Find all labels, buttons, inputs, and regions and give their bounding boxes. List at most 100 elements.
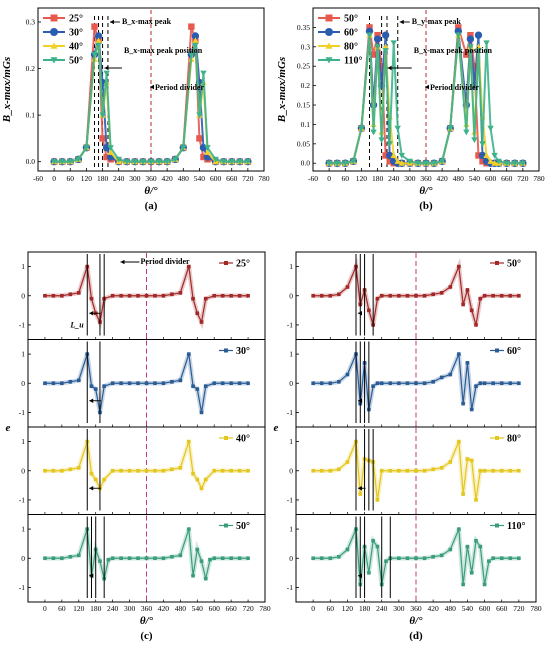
data-point: [474, 498, 478, 502]
x-tick-label: 0: [311, 604, 315, 613]
x-tick-label: 600: [485, 174, 497, 183]
data-point: [99, 135, 106, 142]
annotation-divider-arrow-head: [120, 259, 125, 265]
data-point: [455, 32, 462, 39]
data-point: [127, 381, 132, 386]
data-point: [170, 292, 174, 297]
legend-label: 80°: [507, 434, 521, 445]
data-point: [95, 42, 102, 49]
x-tick-label: 240: [107, 604, 119, 613]
data-point: [439, 375, 444, 380]
panel-b: -60 0 60 120 180 240 300 360 420 480 540 600 660 720 7…: [276, 7, 545, 212]
x-axis-label: θ/°: [409, 615, 423, 627]
data-point: [153, 293, 157, 298]
x-tick-label: 0: [327, 174, 331, 183]
data-point: [499, 381, 504, 386]
data-point: [482, 582, 487, 587]
data-point: [99, 112, 106, 119]
data-point: [204, 149, 211, 155]
data-point: [187, 264, 191, 269]
data-point: [199, 410, 204, 415]
data-point: [370, 51, 377, 58]
data-point: [237, 293, 242, 298]
data-point: [220, 159, 227, 165]
data-point: [483, 40, 490, 47]
data-point: [457, 264, 461, 269]
data-point: [51, 293, 56, 298]
x-tick-label: 660: [496, 604, 508, 613]
data-point: [89, 471, 94, 476]
data-point: [469, 458, 474, 463]
data-point: [511, 160, 518, 167]
data-point: [448, 285, 453, 289]
x-tick-label: 720: [242, 604, 254, 613]
x-tick-label: 180: [97, 174, 109, 183]
data-point: [479, 158, 486, 165]
data-point: [188, 52, 195, 58]
x-tick-label: 120: [81, 174, 93, 183]
data-point: [487, 158, 494, 164]
x-tick-label: 540: [469, 174, 481, 183]
data-point: [491, 160, 498, 166]
data-point: [370, 129, 377, 136]
data-point: [76, 466, 81, 470]
data-point: [406, 158, 414, 165]
data-point: [431, 467, 435, 472]
data-point: [203, 296, 208, 301]
x-tick-label: 540: [194, 174, 206, 183]
data-point: [461, 492, 465, 496]
data-point: [93, 477, 98, 482]
data-point: [212, 381, 217, 386]
data-point: [482, 381, 487, 386]
data-point: [319, 381, 324, 386]
data-point: [491, 468, 495, 473]
annotation-peak: B_y-max peak: [412, 17, 462, 26]
data-point: [244, 159, 252, 165]
x-tick-label: 180: [372, 174, 384, 183]
data-point: [43, 556, 47, 561]
panel-label: (b): [419, 200, 433, 212]
data-point: [487, 125, 494, 132]
x-tick-label: 360: [420, 174, 432, 183]
data-point: [75, 156, 82, 163]
y-tick-label: -1: [287, 495, 293, 504]
data-point: [371, 538, 375, 543]
data-point: [195, 547, 200, 552]
data-point: [483, 152, 490, 159]
data-point: [43, 468, 47, 473]
data-point: [220, 468, 225, 473]
legend-label: 50°: [344, 14, 358, 25]
y-tick-label: 0: [21, 466, 25, 475]
data-point: [191, 296, 195, 301]
data-point: [153, 468, 157, 473]
data-point: [119, 381, 123, 386]
data-point: [319, 468, 324, 473]
y-tick-label: 0.1: [26, 111, 36, 120]
data-point: [414, 468, 418, 473]
data-point: [371, 384, 375, 388]
data-point: [119, 556, 123, 561]
data-point: [98, 559, 102, 563]
data-point: [422, 468, 427, 473]
data-point: [379, 381, 384, 386]
series-glow: [44, 528, 249, 580]
x-tick-label: 780: [533, 174, 545, 183]
data-point: [163, 159, 171, 165]
data-point: [136, 293, 140, 298]
data-point: [328, 381, 333, 386]
data-point: [188, 23, 195, 30]
data-point: [170, 554, 174, 559]
legend-marker: [325, 28, 333, 36]
legend-label: 40°: [236, 434, 250, 445]
data-point: [43, 293, 47, 298]
y-axis-label: B_x-max/mGs: [1, 57, 13, 123]
data-point: [465, 361, 470, 365]
data-point: [246, 556, 250, 561]
data-point: [328, 293, 333, 298]
data-point: [106, 557, 111, 562]
data-point: [203, 477, 208, 482]
x-axis-label: θ/°: [144, 185, 158, 197]
x-tick-label: 660: [226, 604, 238, 613]
data-point: [479, 141, 486, 148]
data-point: [89, 296, 94, 301]
